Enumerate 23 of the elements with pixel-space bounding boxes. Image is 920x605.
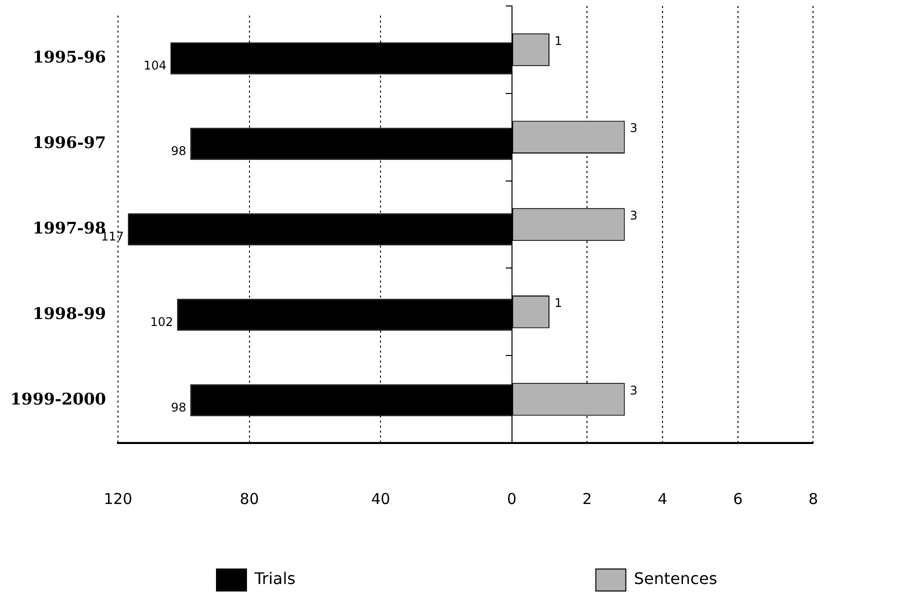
data-label: 3 bbox=[630, 383, 638, 398]
data-label: 102 bbox=[150, 314, 174, 329]
y-tick-label: 1998-99 bbox=[32, 304, 106, 323]
x-tick-label: 0 bbox=[507, 490, 517, 508]
x-tick-label: 80 bbox=[240, 490, 259, 508]
data-label: 98 bbox=[170, 400, 186, 414]
legend-label: Sentences bbox=[634, 569, 718, 588]
y-tick-label: 1996-97 bbox=[32, 132, 106, 152]
x-tick-label: 40 bbox=[371, 490, 390, 508]
data-label: 98 bbox=[170, 144, 186, 158]
data-label: 1 bbox=[554, 296, 562, 310]
x-tick-label: 6 bbox=[733, 490, 743, 508]
data-label: 3 bbox=[630, 121, 638, 136]
data-label: 3 bbox=[630, 208, 638, 223]
x-tick-label: 2 bbox=[582, 490, 592, 508]
data-label: 1 bbox=[554, 34, 562, 48]
x-tick-label: 8 bbox=[808, 490, 818, 508]
y-tick-label: 1995-96 bbox=[32, 47, 106, 66]
y-tick-label: 1999-2000 bbox=[10, 389, 106, 408]
legend-label: Trials bbox=[253, 569, 296, 588]
x-tick-label: 120 bbox=[104, 490, 132, 508]
data-label: 104 bbox=[144, 58, 167, 72]
x-tick-label: 4 bbox=[658, 490, 668, 508]
